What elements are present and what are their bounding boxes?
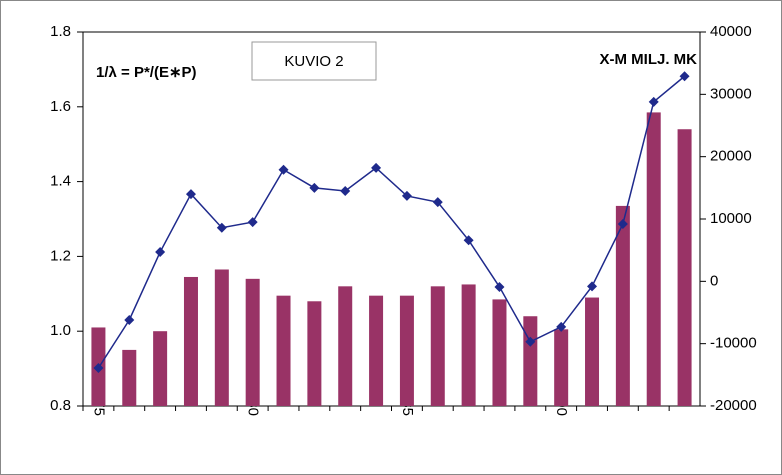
bar [369, 295, 384, 406]
bar [338, 286, 353, 406]
bar [122, 349, 137, 406]
marker [679, 71, 690, 82]
marker [247, 217, 258, 228]
marker [185, 189, 196, 200]
bar [307, 301, 322, 406]
y2-axis-label: X-M MILJ. MK [600, 51, 698, 68]
y2-tick-label: -10000 [710, 335, 757, 352]
marker [93, 362, 104, 373]
formula-label: 1/λ = P*/(E∗P) [96, 64, 197, 81]
y-tick-label: 1.0 [50, 322, 71, 339]
bar [214, 269, 229, 406]
marker [494, 281, 505, 292]
y-tick-label: 1.4 [50, 173, 71, 190]
y2-tick-label: 0 [710, 272, 718, 289]
y-tick-label: 0.8 [50, 397, 71, 414]
marker [648, 96, 659, 107]
bar [615, 205, 630, 406]
figure-label: KUVIO 2 [284, 53, 343, 70]
marker [371, 162, 382, 173]
marker [463, 235, 474, 246]
bar [677, 129, 692, 407]
bar [183, 276, 198, 406]
bar [430, 286, 445, 406]
marker [309, 182, 320, 193]
bar [461, 284, 476, 406]
marker [525, 336, 536, 347]
line [97, 75, 686, 369]
marker [432, 197, 443, 208]
bar [554, 329, 569, 406]
bar [492, 299, 507, 406]
bar [276, 295, 291, 406]
bar [153, 331, 168, 406]
marker [340, 185, 351, 196]
y2-tick-label: 20000 [710, 148, 752, 165]
figure-label-box [251, 41, 377, 81]
y-tick-label: 1.2 [50, 247, 71, 264]
marker [401, 190, 412, 201]
marker [587, 281, 598, 292]
marker [216, 222, 227, 233]
marker [556, 321, 567, 332]
y-tick-label: 1.6 [50, 98, 71, 115]
bar [646, 112, 661, 406]
bar [585, 297, 600, 406]
y2-tick-label: 40000 [710, 23, 752, 40]
y2-tick-label: 30000 [710, 85, 752, 102]
y2-tick-label: -20000 [710, 397, 757, 414]
bar [245, 278, 260, 406]
y2-tick-label: 10000 [710, 210, 752, 227]
marker [155, 247, 166, 258]
marker [617, 218, 628, 229]
bar [399, 295, 414, 406]
marker [278, 164, 289, 175]
y-tick-label: 1.8 [50, 23, 71, 40]
marker [124, 314, 135, 325]
bar [523, 316, 538, 406]
